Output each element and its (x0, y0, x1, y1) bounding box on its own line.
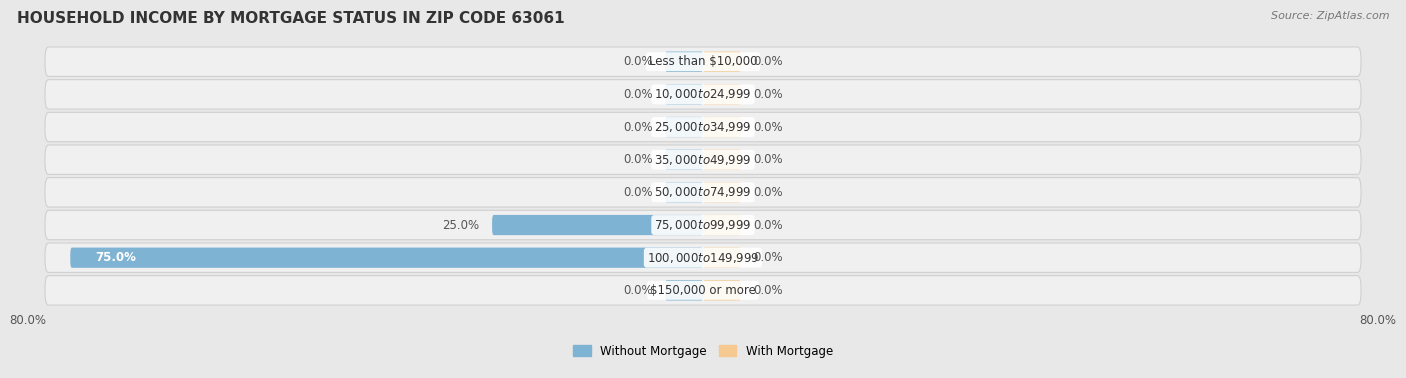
Text: 0.0%: 0.0% (623, 88, 652, 101)
Legend: Without Mortgage, With Mortgage: Without Mortgage, With Mortgage (568, 340, 838, 362)
Text: 0.0%: 0.0% (754, 88, 783, 101)
FancyBboxPatch shape (703, 117, 741, 137)
Text: $100,000 to $149,999: $100,000 to $149,999 (647, 251, 759, 265)
FancyBboxPatch shape (703, 215, 741, 235)
Text: 0.0%: 0.0% (754, 186, 783, 199)
Text: 0.0%: 0.0% (623, 153, 652, 166)
Text: 0.0%: 0.0% (754, 55, 783, 68)
Text: $75,000 to $99,999: $75,000 to $99,999 (654, 218, 752, 232)
FancyBboxPatch shape (703, 248, 741, 268)
FancyBboxPatch shape (492, 215, 703, 235)
Text: Less than $10,000: Less than $10,000 (648, 55, 758, 68)
FancyBboxPatch shape (703, 182, 741, 203)
FancyBboxPatch shape (45, 145, 1361, 174)
Text: 75.0%: 75.0% (96, 251, 136, 264)
FancyBboxPatch shape (703, 51, 741, 72)
Text: 0.0%: 0.0% (623, 121, 652, 133)
FancyBboxPatch shape (703, 84, 741, 104)
FancyBboxPatch shape (665, 51, 703, 72)
Text: $150,000 or more: $150,000 or more (650, 284, 756, 297)
FancyBboxPatch shape (45, 276, 1361, 305)
Text: 0.0%: 0.0% (754, 251, 783, 264)
FancyBboxPatch shape (70, 248, 703, 268)
FancyBboxPatch shape (665, 84, 703, 104)
Text: $10,000 to $24,999: $10,000 to $24,999 (654, 87, 752, 101)
Text: 0.0%: 0.0% (754, 153, 783, 166)
Text: HOUSEHOLD INCOME BY MORTGAGE STATUS IN ZIP CODE 63061: HOUSEHOLD INCOME BY MORTGAGE STATUS IN Z… (17, 11, 564, 26)
Text: 0.0%: 0.0% (754, 284, 783, 297)
FancyBboxPatch shape (703, 150, 741, 170)
FancyBboxPatch shape (45, 112, 1361, 142)
FancyBboxPatch shape (665, 150, 703, 170)
FancyBboxPatch shape (665, 280, 703, 301)
Text: 0.0%: 0.0% (623, 55, 652, 68)
FancyBboxPatch shape (45, 80, 1361, 109)
Text: $35,000 to $49,999: $35,000 to $49,999 (654, 153, 752, 167)
FancyBboxPatch shape (703, 280, 741, 301)
Text: $50,000 to $74,999: $50,000 to $74,999 (654, 185, 752, 199)
Text: Source: ZipAtlas.com: Source: ZipAtlas.com (1271, 11, 1389, 21)
FancyBboxPatch shape (665, 182, 703, 203)
Text: 0.0%: 0.0% (754, 218, 783, 232)
Text: 25.0%: 25.0% (443, 218, 479, 232)
FancyBboxPatch shape (45, 243, 1361, 273)
Text: 0.0%: 0.0% (623, 186, 652, 199)
FancyBboxPatch shape (45, 178, 1361, 207)
Text: $25,000 to $34,999: $25,000 to $34,999 (654, 120, 752, 134)
FancyBboxPatch shape (45, 47, 1361, 76)
FancyBboxPatch shape (45, 210, 1361, 240)
Text: 0.0%: 0.0% (754, 121, 783, 133)
FancyBboxPatch shape (665, 117, 703, 137)
Text: 0.0%: 0.0% (623, 284, 652, 297)
